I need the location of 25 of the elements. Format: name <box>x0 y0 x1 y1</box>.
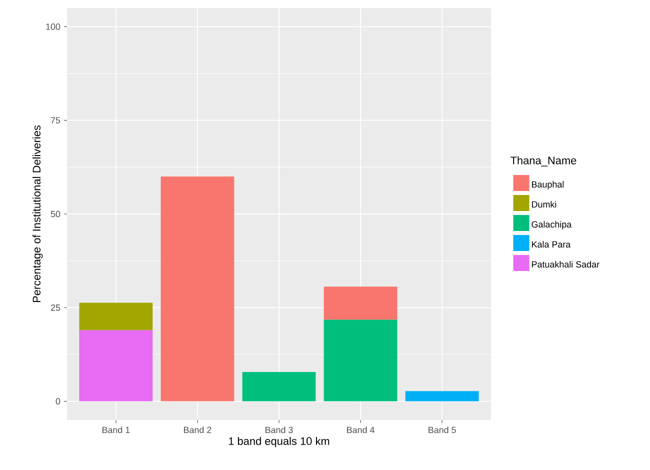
bar <box>324 320 398 402</box>
bar <box>79 302 153 330</box>
legend-label: Dumki <box>532 200 556 208</box>
x-tick-label: Band 2 <box>184 426 212 434</box>
legend-title: Thana_Name <box>510 156 576 166</box>
x-tick-label: Band 5 <box>428 426 456 434</box>
x-tick-label: Band 1 <box>102 426 130 434</box>
bar <box>324 286 398 320</box>
y-tick-label: 0 <box>56 398 60 404</box>
y-tick-label: 25 <box>50 304 60 311</box>
bar <box>160 176 234 402</box>
bar <box>405 391 479 402</box>
y-tick-label: 75 <box>50 117 60 124</box>
y-tick-label: 50 <box>50 210 60 218</box>
y-tick-label: 100 <box>46 24 60 30</box>
y-axis-title: Percentage of Institutional Deliveries <box>32 125 43 302</box>
legend-label: Bauphal <box>532 180 564 190</box>
x-tick-label: Band 4 <box>347 426 374 434</box>
x-axis-title: 1 band equals 10 km <box>228 436 330 448</box>
legend-label: Kala Para <box>532 240 571 248</box>
legend-label: Galachipa <box>532 220 572 230</box>
x-tick-label: Band 3 <box>266 426 293 434</box>
bar <box>79 330 153 402</box>
legend-label: Patuakhali Sadar <box>532 260 600 268</box>
bar <box>242 372 316 402</box>
